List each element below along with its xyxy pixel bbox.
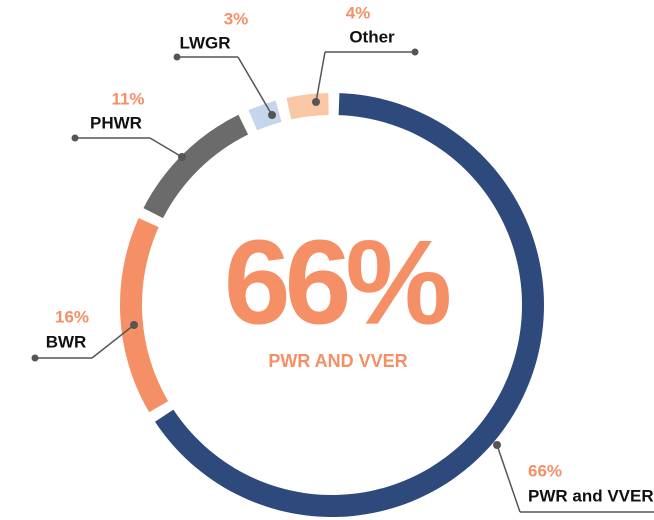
category-label: Other [349,27,395,46]
category-label: LWGR [180,33,231,52]
value-label: 11% [111,89,144,108]
leader-dot [493,441,501,449]
center-sublabel: PWR AND VVER [268,351,407,371]
leader-dot [312,98,320,106]
category-label: PHWR [90,113,142,132]
leader-dot [130,321,138,329]
value-label: 16% [55,307,89,326]
donut-segment [286,93,329,120]
value-label: 4% [346,3,371,22]
leader-dot [71,134,79,142]
leader-dot [411,48,419,56]
category-label: PWR and VVER [528,486,654,505]
leader-line [149,137,183,158]
donut-segment [143,114,249,219]
leader-dot [173,53,181,61]
leader-dot [31,354,39,362]
leader-line [91,324,135,359]
leader-dot [268,111,276,119]
value-label: 3% [224,9,249,28]
leader-line [315,51,326,103]
center-label: 66% [224,216,449,350]
leader-line [237,56,273,116]
category-label: BWR [46,332,87,351]
donut-segment [119,218,169,413]
leader-dot [178,153,186,161]
donut-segment [248,100,282,131]
leader-line [496,444,521,513]
value-label: 66% [528,461,562,480]
